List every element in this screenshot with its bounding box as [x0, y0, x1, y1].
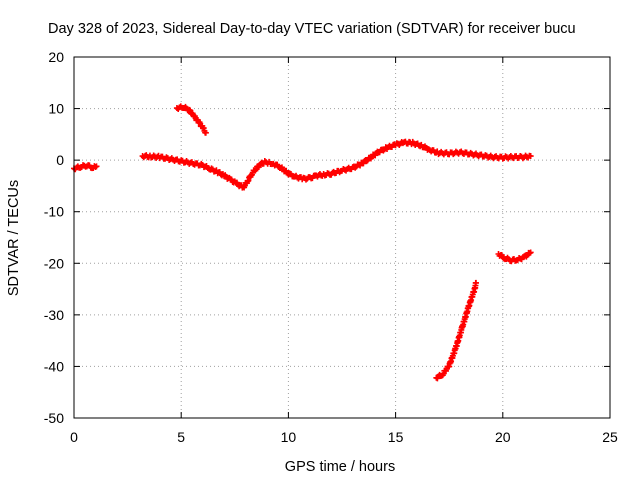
segment-4 — [433, 279, 479, 382]
chart-title: Day 328 of 2023, Sidereal Day-to-day VTE… — [48, 21, 576, 37]
data-point — [363, 158, 370, 165]
segment-3 — [173, 103, 209, 136]
x-tick-label: 0 — [70, 429, 78, 445]
x-tick-label: 15 — [388, 429, 404, 445]
data-point — [527, 249, 534, 256]
data-point — [93, 163, 100, 170]
data-series — [71, 103, 534, 382]
x-tick-label: 5 — [177, 429, 185, 445]
segment-5 — [495, 249, 534, 265]
data-point — [473, 279, 479, 286]
y-tick-label: 20 — [48, 49, 64, 65]
plot-frame — [73, 56, 611, 419]
y-tick-label: 10 — [48, 101, 64, 117]
y-tick-label: -10 — [44, 204, 64, 220]
data-point — [202, 129, 209, 136]
x-tick-label: 20 — [495, 429, 511, 445]
x-axis-label: GPS time / hours — [285, 459, 395, 475]
y-tick-label: -20 — [44, 255, 64, 271]
y-tick-label: 0 — [56, 152, 64, 168]
y-tick-label: -50 — [44, 410, 64, 426]
data-point — [527, 153, 534, 160]
grid — [74, 57, 610, 418]
y-tick-label: -40 — [44, 358, 64, 374]
segment-1 — [71, 162, 100, 173]
x-tick-label: 10 — [281, 429, 297, 445]
segment-2 — [139, 138, 534, 191]
axes: 0 5 10 15 20 25 -50 -40 -30 -20 -10 0 10 20 — [44, 49, 618, 445]
x-tick-label: 25 — [602, 429, 618, 445]
y-tick-label: -30 — [44, 307, 64, 323]
y-axis-label: SDTVAR / TECUs — [6, 180, 22, 296]
